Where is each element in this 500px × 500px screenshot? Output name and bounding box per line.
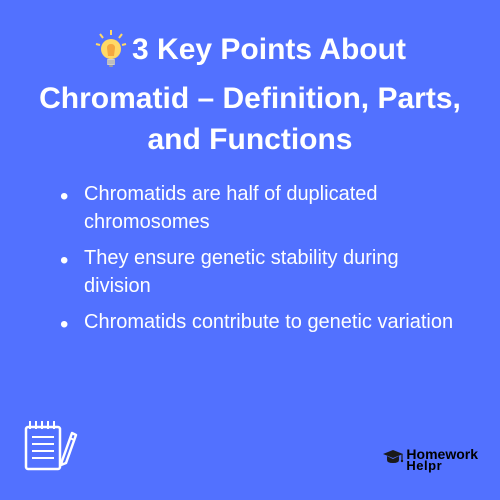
list-item: They ensure genetic stability during div… [60, 244, 460, 300]
list-item: Chromatids contribute to genetic variati… [60, 308, 460, 336]
list-item: Chromatids are half of duplicated chromo… [60, 180, 460, 236]
lightbulb-icon [94, 30, 128, 75]
graduation-cap-icon [382, 448, 404, 471]
key-points-list: Chromatids are half of duplicated chromo… [0, 170, 500, 336]
logo-line2: Helpr [406, 460, 478, 472]
brand-logo: Homework Helpr [382, 448, 478, 472]
notepad-icon [18, 413, 82, 482]
logo-text: Homework Helpr [406, 448, 478, 472]
title-container: 3 Key Points About Chromatid – Definitio… [0, 0, 500, 170]
